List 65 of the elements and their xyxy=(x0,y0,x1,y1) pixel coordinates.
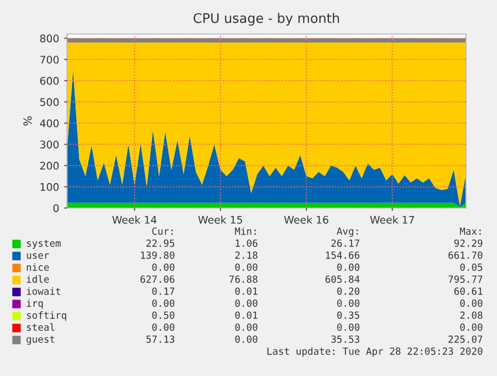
text: 0.00 xyxy=(460,299,482,307)
text: 1.06 xyxy=(236,239,258,247)
text: 0.00 xyxy=(235,299,258,307)
legend-label: nice xyxy=(26,263,49,271)
text: 225.07 xyxy=(448,335,482,343)
x-tick-label: Week 15 xyxy=(198,216,242,224)
y-tick-label: 100 xyxy=(40,183,59,191)
legend-label: idle xyxy=(26,275,49,283)
y-tick-label: 700 xyxy=(40,56,59,64)
text: Min: xyxy=(234,227,256,235)
text: 2.18 xyxy=(235,251,258,259)
text: 92.29 xyxy=(454,239,482,247)
text: 0.00 xyxy=(337,323,360,331)
y-tick-label: 600 xyxy=(40,76,59,85)
legend-label: iowait xyxy=(26,287,60,295)
legend-label: guest xyxy=(26,336,54,345)
chart-title: CPU usage - by month xyxy=(194,12,339,26)
text: 139.80 xyxy=(141,251,174,259)
text: 26.17 xyxy=(331,239,360,247)
text: 57.13 xyxy=(146,335,174,343)
y-tick-label: 400 xyxy=(40,119,59,128)
text: 0.01 xyxy=(235,287,258,295)
text: 2.08 xyxy=(460,311,482,319)
text: 0.00 xyxy=(152,323,174,331)
text: 0.17 xyxy=(152,287,174,295)
text: 0.00 xyxy=(337,263,360,271)
text: 0.00 xyxy=(235,323,258,331)
legend-label: steal xyxy=(27,323,54,331)
y-tick-label: 800 xyxy=(40,34,59,42)
text: 605.84 xyxy=(326,275,360,283)
text: Last update: Tue Apr 28 22:05:23 2020 xyxy=(267,347,482,357)
text: 22.95 xyxy=(146,239,174,247)
text: 627.06 xyxy=(140,275,174,283)
text: 154.66 xyxy=(326,251,360,259)
x-tick-label: Week 17 xyxy=(370,216,414,224)
x-tick-label: Week 16 xyxy=(284,216,328,224)
y-tick-label: 300 xyxy=(40,140,59,148)
text: 0.00 xyxy=(460,323,482,331)
text: 0.35 xyxy=(337,311,360,319)
text: 661.70 xyxy=(448,251,482,259)
text: 0.00 xyxy=(152,299,174,307)
text: 60.61 xyxy=(454,287,482,295)
text: 35.53 xyxy=(331,335,360,343)
text: Max: xyxy=(460,228,481,235)
legend-label: irq xyxy=(26,299,43,309)
y-axis-title: % xyxy=(23,116,32,126)
text: 0.00 xyxy=(235,335,258,343)
legend-label: system xyxy=(27,240,61,249)
text: 0.01 xyxy=(235,311,258,319)
text: 76.88 xyxy=(229,275,258,283)
text: Cur: xyxy=(152,227,173,235)
text: 795.77 xyxy=(448,275,482,283)
text: 0.50 xyxy=(152,311,174,319)
x-tick-label: Week 14 xyxy=(112,216,156,224)
legend-label: softirq xyxy=(27,311,66,321)
text: 0.00 xyxy=(337,299,360,307)
text: 0.20 xyxy=(337,287,360,295)
text: Avg: xyxy=(336,228,358,237)
legend-label: user xyxy=(26,253,50,259)
text: 0.05 xyxy=(460,263,482,271)
text: 0.00 xyxy=(235,263,258,271)
text: 0.00 xyxy=(152,263,174,271)
y-tick-label: 0 xyxy=(53,204,59,212)
y-tick-label: 500 xyxy=(40,98,59,106)
y-tick-label: 200 xyxy=(40,162,59,170)
